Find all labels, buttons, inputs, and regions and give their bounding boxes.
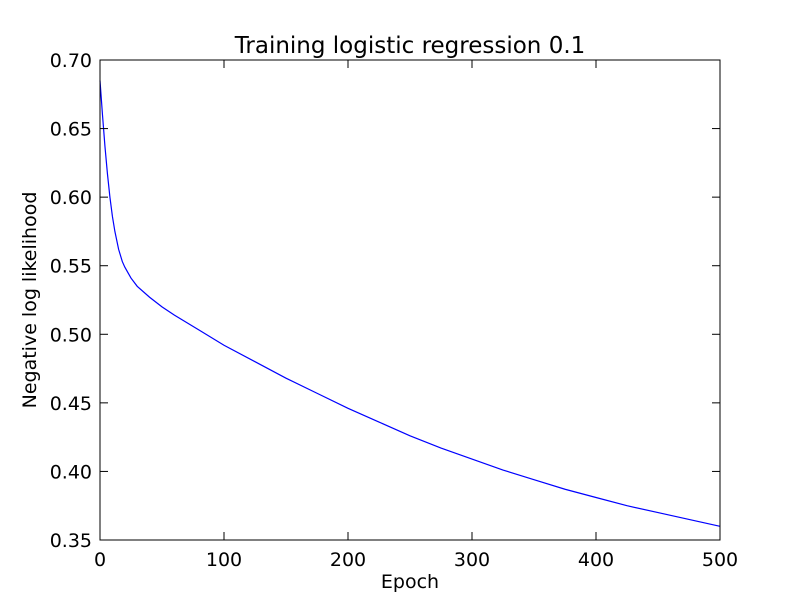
- x-tick-label: 100: [206, 549, 242, 571]
- x-tick-label: 500: [702, 549, 738, 571]
- y-tick-label: 0.50: [50, 324, 92, 346]
- y-tick-label: 0.65: [50, 119, 92, 141]
- y-axis: 0.35 0.40 0.45 0.50 0.55 0.60 0.65 0.70: [50, 50, 720, 552]
- x-tick-label: 0: [94, 549, 106, 571]
- y-axis-label: Negative log likelihood: [19, 192, 41, 409]
- y-tick-label: 0.35: [50, 530, 92, 552]
- y-tick-label: 0.55: [50, 256, 92, 278]
- y-tick-label: 0.40: [50, 461, 92, 483]
- plot-area: [99, 59, 721, 541]
- axes-frame: [99, 59, 721, 541]
- y-tick-label: 0.60: [50, 187, 92, 209]
- y-tick-label: 0.70: [50, 50, 92, 72]
- series-layer: [99, 80, 721, 527]
- x-axis: 0 100 200 300 400 500: [94, 60, 738, 571]
- y-tick-label: 0.45: [50, 393, 92, 415]
- x-tick-label: 300: [454, 549, 490, 571]
- series-line-1: [99, 80, 721, 527]
- x-tick-label: 200: [330, 549, 366, 571]
- chart-title: Training logistic regression 0.1: [234, 33, 586, 59]
- x-axis-label: Epoch: [381, 571, 439, 593]
- x-tick-label: 400: [578, 549, 614, 571]
